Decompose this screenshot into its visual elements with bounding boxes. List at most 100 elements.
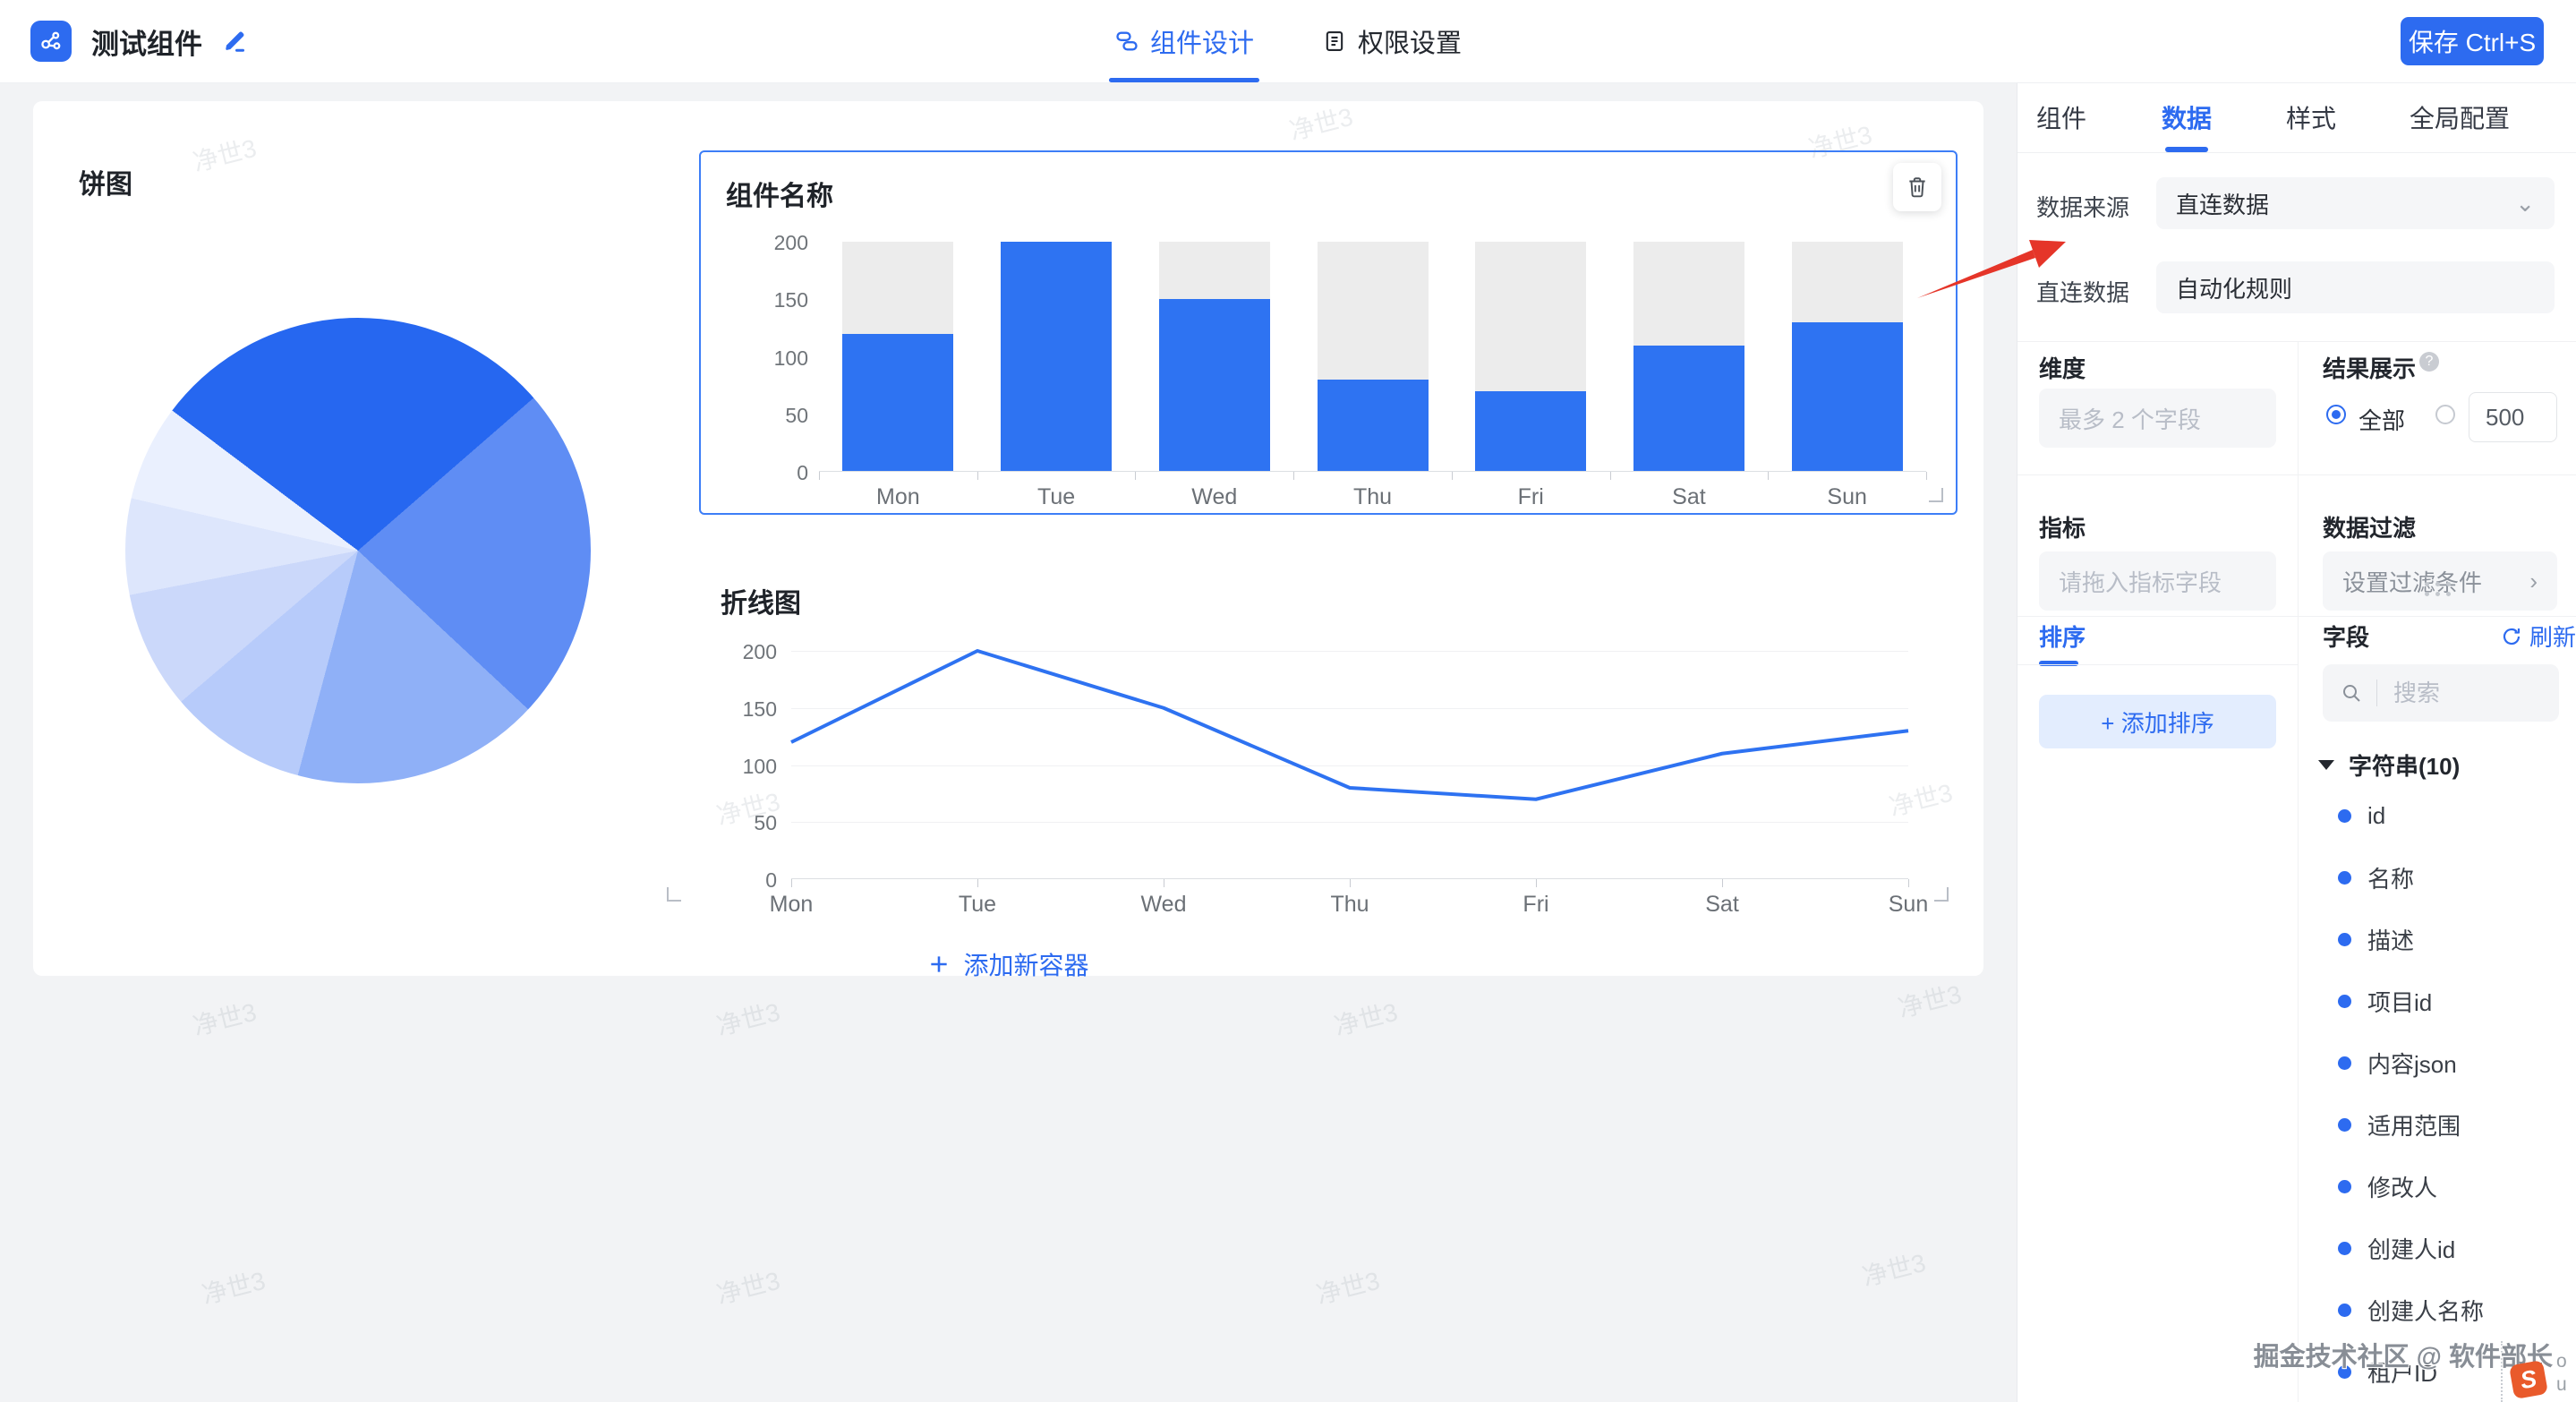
bar-Tue	[1001, 242, 1113, 472]
background-watermark: 净世3	[190, 997, 260, 1041]
field-item-项目id[interactable]: 项目id	[2338, 983, 2432, 1019]
panel-tab-3[interactable]: 全局配置	[2410, 105, 2511, 133]
top-tab-component-design[interactable]: 组件设计	[1108, 0, 1260, 82]
direct-data-input[interactable]: 自动化规则	[2156, 261, 2555, 313]
field-item-创建人id[interactable]: 创建人id	[2338, 1230, 2455, 1266]
background-watermark: 净世3	[199, 1266, 269, 1310]
bar-Fri	[1475, 391, 1587, 472]
field-item-label: id	[2367, 801, 2386, 829]
edit-title-button[interactable]	[222, 28, 249, 55]
pie-chart-title: 饼图	[79, 170, 132, 200]
field-item-label: 名称	[2367, 865, 2415, 893]
page-title: 测试组件	[91, 28, 202, 60]
line-container-resize-handle-left[interactable]	[667, 887, 681, 902]
column-drag-handle[interactable]	[2425, 582, 2452, 596]
line-x-label: Tue	[958, 892, 997, 917]
metric-dropzone[interactable]: 请拖入指标字段	[2039, 551, 2276, 611]
bar-x-label: Tue	[1036, 484, 1076, 509]
panel-tab-0[interactable]: 组件	[2036, 105, 2087, 133]
line-y-label: 150	[742, 697, 777, 721]
help-icon[interactable]: ?	[2419, 352, 2439, 372]
refresh-icon	[2503, 628, 2521, 645]
plus-icon	[931, 956, 948, 972]
result-display-label: 结果展示	[2323, 355, 2417, 382]
line-x-label: Mon	[769, 892, 814, 917]
refresh-label: 刷新	[2529, 624, 2576, 651]
direct-data-value: 自动化规则	[2176, 275, 2293, 303]
field-item-名称[interactable]: 名称	[2338, 859, 2414, 895]
delete-container-button[interactable]	[1893, 163, 1941, 211]
selected-component-container[interactable]: 组件名称 Mon Tue Wed Thu Fri Sat Sun 0 50 100 150 200	[699, 150, 1958, 515]
permission-icon	[1322, 29, 1347, 54]
panel-tab-1[interactable]: 数据	[2162, 82, 2212, 152]
add-sort-button[interactable]: + 添加排序	[2039, 695, 2276, 748]
line-x-label: Sun	[1888, 892, 1929, 917]
field-search[interactable]	[2323, 664, 2559, 722]
radio-all[interactable]	[2326, 405, 2346, 424]
search-input[interactable]	[2392, 678, 2529, 708]
bar-y-label: 100	[773, 346, 808, 370]
dimension-label: 维度	[2039, 355, 2086, 382]
field-dot-icon	[2338, 994, 2351, 1008]
site-watermark: 掘金技术社区 @ 软件部长	[2253, 1343, 2553, 1372]
divider	[2017, 664, 2298, 665]
field-item-内容json[interactable]: 内容json	[2338, 1045, 2457, 1081]
site-badge-icon: S	[2508, 1359, 2549, 1400]
dimension-dropzone[interactable]: 最多 2 个字段	[2039, 389, 2276, 448]
line-y-label: 100	[742, 754, 777, 778]
tab-sort[interactable]: 排序	[2039, 624, 2086, 651]
bar-axis-tick	[1135, 472, 1137, 480]
field-item-修改人[interactable]: 修改人	[2338, 1168, 2437, 1204]
bar-axis-tick	[1293, 472, 1295, 480]
field-dot-icon	[2338, 1303, 2351, 1317]
metric-label: 指标	[2039, 515, 2086, 542]
bar-x-label: Wed	[1191, 484, 1238, 509]
bar-Sat	[1633, 345, 1744, 472]
panel-tab-2[interactable]: 样式	[2286, 105, 2337, 133]
field-item-创建人名称[interactable]: 创建人名称	[2338, 1292, 2484, 1328]
background-watermark: 净世3	[1331, 997, 1401, 1041]
field-item-id[interactable]: id	[2338, 798, 2385, 834]
bar-x-label: Fri	[1517, 484, 1544, 509]
data-source-label: 数据来源	[2036, 194, 2130, 221]
line-x-label: Wed	[1140, 892, 1187, 917]
container-resize-handle[interactable]	[1929, 488, 1943, 502]
divider	[2017, 341, 2576, 342]
line-axis-tick	[977, 879, 978, 887]
bar-x-label: Sat	[1672, 484, 1706, 509]
field-item-label: 描述	[2367, 927, 2415, 954]
line-axis-tick	[1536, 879, 1537, 887]
line-x-axis	[791, 878, 1908, 879]
data-filter-label: 数据过滤	[2323, 515, 2417, 542]
top-tab-label: 组件设计	[1149, 30, 1254, 58]
set-filter-button[interactable]: 设置过滤条件 ›	[2323, 551, 2557, 611]
canvas-card[interactable]: 饼图 组件名称 Mon Tue Wed Thu Fri Sat Sun 0 50 100 150 20…	[33, 101, 1983, 979]
data-source-select[interactable]: 直连数据 ⌄	[2156, 177, 2555, 229]
background-watermark: 净世3	[713, 997, 783, 1041]
line-y-label: 50	[754, 811, 777, 835]
field-item-描述[interactable]: 描述	[2338, 921, 2414, 957]
line-chart: 0 50 100 150 200 Mon Tue Wed Thu Fri Sat Sun	[743, 640, 1929, 917]
add-new-container-button[interactable]: 添加新容器	[33, 946, 1983, 982]
bar-y-label: 150	[773, 288, 808, 312]
pie-chart[interactable]	[125, 318, 591, 783]
bar-x-label: Sun	[1827, 484, 1867, 509]
refresh-fields-button[interactable]: 刷新	[2501, 620, 2576, 653]
bar-Mon	[842, 333, 954, 472]
save-button[interactable]: 保存 Ctrl+S	[2401, 17, 2544, 65]
field-group-string[interactable]: 字符串(10)	[2318, 748, 2460, 782]
dimension-placeholder: 最多 2 个字段	[2059, 406, 2201, 433]
bar-y-label: 50	[785, 403, 808, 427]
bar-axis-tick	[1768, 472, 1770, 480]
field-item-租户ID[interactable]: 租户ID	[2338, 1354, 2437, 1389]
component-name-title: 组件名称	[726, 182, 833, 211]
row-count-input[interactable]: 500	[2469, 392, 2557, 442]
radio-count[interactable]	[2435, 405, 2455, 424]
field-dot-icon	[2338, 1056, 2351, 1070]
line-container-resize-handle-right[interactable]	[1934, 887, 1949, 902]
topbar-tabs: 组件设计 权限设置	[1108, 0, 1467, 82]
field-dot-icon	[2338, 808, 2351, 823]
top-tab-permission-settings[interactable]: 权限设置	[1317, 0, 1467, 82]
field-item-适用范围[interactable]: 适用范围	[2338, 1107, 2461, 1142]
line-y-label: 0	[765, 868, 777, 892]
